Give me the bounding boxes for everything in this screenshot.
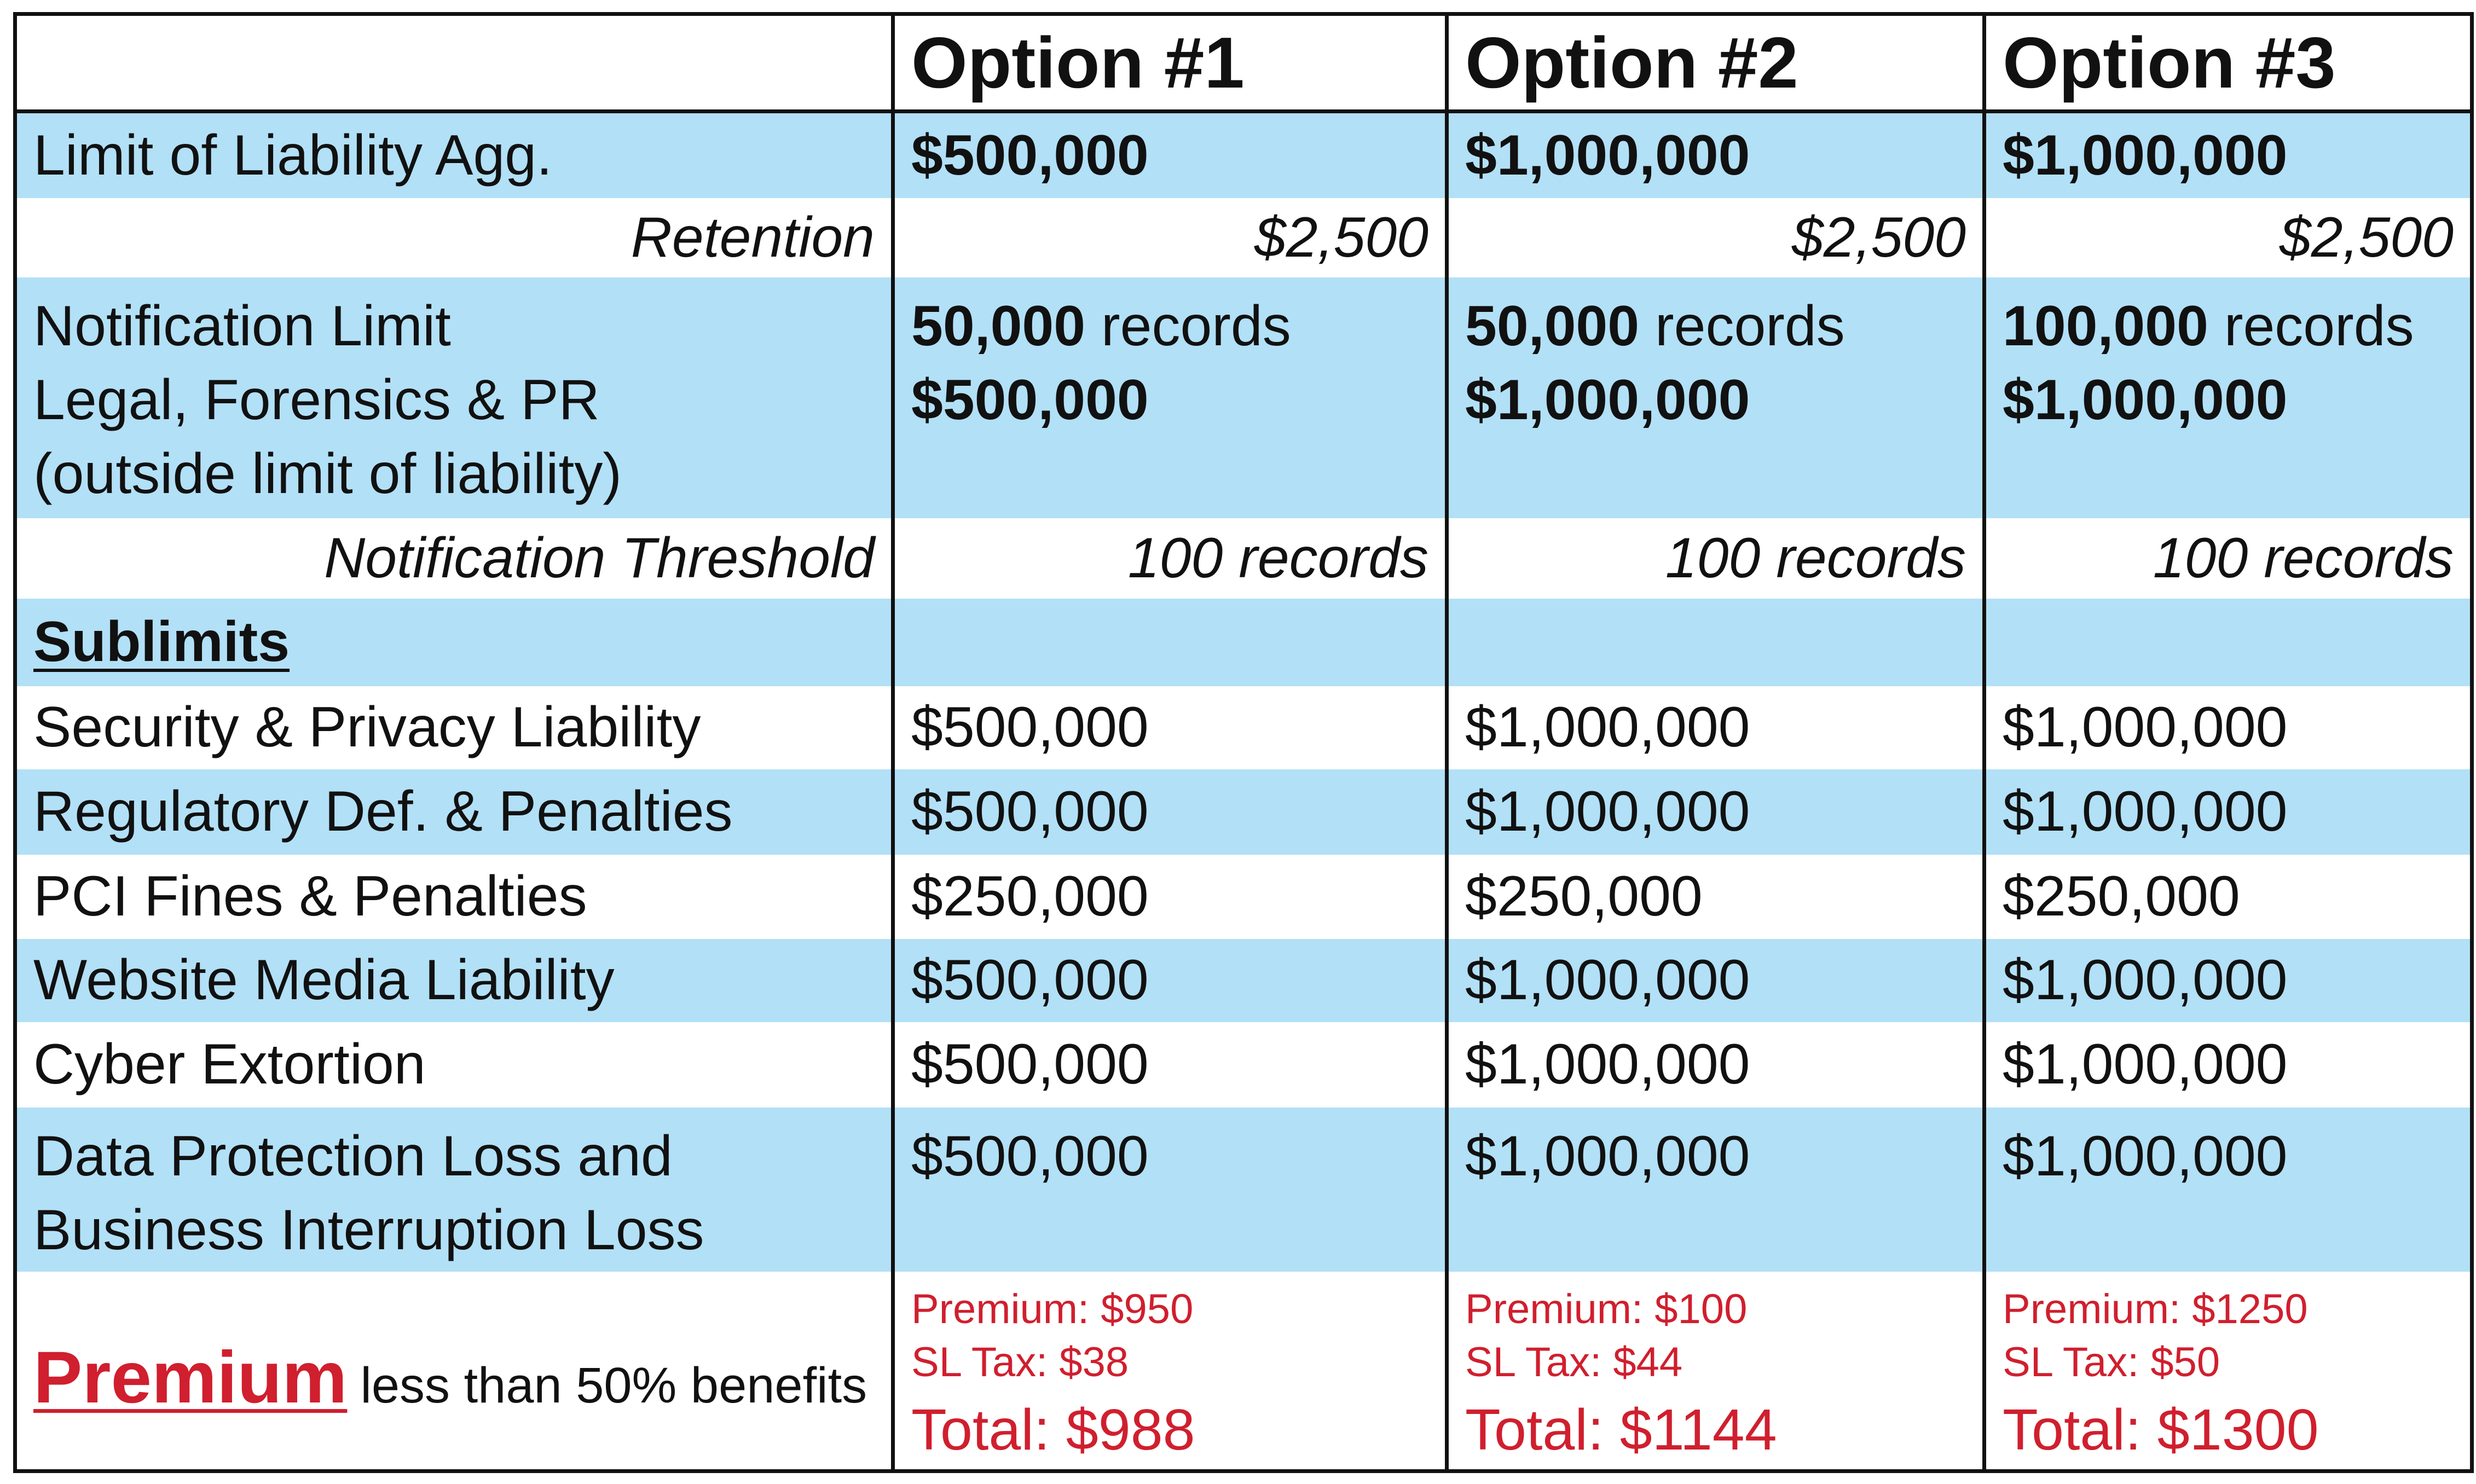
sublimit-value: $1,000,000 (1986, 769, 2470, 855)
notification-label-line: Legal, Forensics & PR (33, 368, 600, 432)
premium-option-1: Premium: $950 SL Tax: $38 Total: $988 (895, 1272, 1449, 1469)
notification-amount: $1,000,000 (2003, 368, 2288, 432)
sublimit-value: $1,000,000 (1449, 769, 1986, 855)
sublimit-value: $1,000,000 (1449, 939, 1986, 1022)
sublimit-value: $1,000,000 (1449, 686, 1986, 769)
sublimits-empty-3 (1986, 599, 2470, 686)
sublimit-value: $500,000 (895, 769, 1449, 855)
threshold-option-1: 100 records (895, 518, 1449, 599)
notification-records: 50,000 records (911, 294, 1291, 358)
sublimit-label: Security & Privacy Liability (17, 686, 895, 769)
sublimit-value: $250,000 (2003, 865, 2240, 929)
retention-option-3: $2,500 (2279, 205, 2454, 269)
limit-option-3: $1,000,000 (1986, 113, 2470, 198)
limit-option-2: $1,000,000 (1449, 113, 1986, 198)
sublimit-value: $1,000,000 (2003, 1033, 2288, 1097)
notification-label-line: (outside limit of liability) (33, 442, 622, 506)
sublimit-value: $250,000 (895, 855, 1449, 939)
sublimit-label: Website Media Liability (17, 939, 895, 1022)
retention-option-1: $2,500 (895, 198, 1449, 277)
sublimits-heading: Sublimits (17, 599, 895, 686)
sublimit-label: Data Protection Loss and Business Interr… (17, 1108, 895, 1272)
sublimits-empty-2 (1449, 599, 1986, 686)
header-corner (17, 16, 895, 113)
sublimit-value: $500,000 (895, 1022, 1449, 1108)
header-option-2: Option #2 (1449, 16, 1986, 113)
sl-tax: SL Tax: $50 (2003, 1339, 2220, 1386)
sublimit-label-line: Data Protection Loss and (33, 1124, 673, 1188)
threshold-label: Notification Threshold (17, 518, 895, 599)
sublimit-value: $1,000,000 (1986, 939, 2470, 1022)
notification-label-line: Notification Limit (33, 294, 451, 358)
coverage-options-table: Option #1 Option #2 Option #3 Limit of L… (13, 12, 2474, 1473)
notification-amount: $1,000,000 (1465, 368, 1750, 432)
sl-tax: SL Tax: $44 (1465, 1339, 1683, 1386)
premium-total: Total: $1144 (1465, 1397, 1777, 1462)
premium-amount: Premium: $100 (1465, 1286, 1748, 1332)
limit-option-1: $500,000 (895, 113, 1449, 198)
sublimit-value: $1,000,000 (1986, 1108, 2470, 1272)
premium-total: Total: $1300 (2003, 1397, 2319, 1462)
notification-option-1: 50,000 records $500,000 (895, 277, 1449, 518)
premium-label-cell: Premium less than 50% benefits (17, 1272, 895, 1469)
threshold-option-2: 100 records (1449, 518, 1986, 599)
sl-tax: SL Tax: $38 (911, 1339, 1129, 1386)
header-option-1: Option #1 (895, 16, 1449, 113)
retention-option-2: $2,500 (1449, 198, 1986, 277)
notification-label: Notification Limit Legal, Forensics & PR… (17, 277, 895, 518)
limit-label: Limit of Liability Agg. (17, 113, 895, 198)
premium-label: Premium (33, 1336, 348, 1418)
sublimit-value: $500,000 (895, 686, 1449, 769)
header-option-3: Option #3 (1986, 16, 2470, 113)
notification-option-2: 50,000 records $1,000,000 (1449, 277, 1986, 518)
premium-amount: Premium: $950 (911, 1286, 1194, 1332)
sublimit-label-line: Business Interruption Loss (33, 1198, 704, 1262)
premium-total: Total: $988 (911, 1397, 1195, 1462)
notification-records: 100,000 records (2003, 294, 2414, 358)
sublimit-value: $1,000,000 (2003, 695, 2288, 760)
premium-note: less than 50% benefits (360, 1358, 867, 1414)
premium-amount: Premium: $1250 (2003, 1286, 2308, 1332)
threshold-option-3: 100 records (2153, 526, 2454, 590)
sublimit-value: $250,000 (1449, 855, 1986, 939)
notification-amount: $500,000 (911, 368, 1149, 432)
sublimit-value: $1,000,000 (1449, 1022, 1986, 1108)
sublimit-value: $500,000 (895, 1108, 1449, 1272)
sublimits-empty-1 (895, 599, 1449, 686)
notification-records: 50,000 records (1465, 294, 1845, 358)
sublimit-value: $1,000,000 (1449, 1108, 1986, 1272)
premium-option-3: Premium: $1250 SL Tax: $50 Total: $1300 (1986, 1272, 2470, 1469)
notification-option-3: 100,000 records $1,000,000 (1986, 277, 2470, 518)
sublimit-value: $500,000 (895, 939, 1449, 1022)
retention-label: Retention (17, 198, 895, 277)
sublimit-label: Cyber Extortion (17, 1022, 895, 1108)
sublimit-label: PCI Fines & Penalties (17, 855, 895, 939)
sublimit-label: Regulatory Def. & Penalties (17, 769, 895, 855)
premium-option-2: Premium: $100 SL Tax: $44 Total: $1144 (1449, 1272, 1986, 1469)
